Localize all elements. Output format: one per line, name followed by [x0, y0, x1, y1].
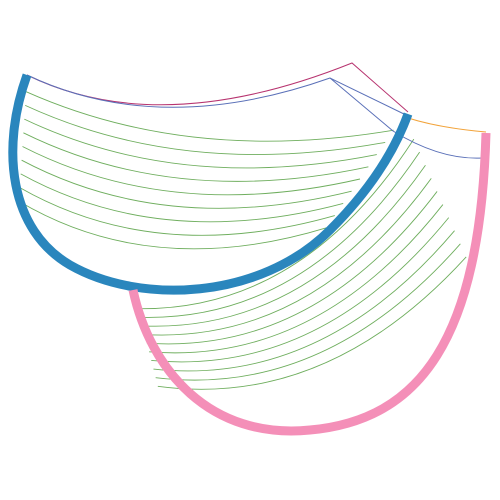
lower-fill-curve — [149, 204, 444, 354]
upper-fill-curve — [23, 132, 369, 182]
lower-fill-curve — [140, 151, 421, 318]
upper-fill-curve — [18, 200, 327, 250]
upper-fill-curve — [21, 159, 352, 209]
lower-fill-curve — [151, 217, 450, 363]
upper-fill-curve — [22, 146, 361, 196]
lower-fill-curve — [144, 178, 432, 336]
lower-band-top-edge-orange — [407, 117, 487, 133]
lower-fill-curve — [138, 138, 415, 310]
lower-band-top-edge-blue — [329, 77, 483, 159]
lower-band-thick-border — [128, 132, 491, 436]
upper-fill-curve — [20, 173, 344, 223]
upper-fill-curve — [25, 91, 394, 142]
lower-fill-curve — [157, 256, 467, 390]
upper-band-thick-border — [8, 73, 413, 295]
lower-fill-curve — [146, 191, 438, 345]
upper-fill-curve — [25, 104, 386, 155]
lower-fill-curve — [142, 165, 426, 327]
upper-fill-curve — [19, 187, 335, 236]
lower-band-fill-curves — [138, 138, 467, 390]
lower-fill-curve — [153, 230, 455, 372]
upper-band-fill-curves — [18, 91, 394, 250]
upper-fill-curve — [24, 118, 377, 169]
lower-fill-curve — [155, 243, 461, 381]
upper-band-inner-top-edge — [26, 74, 407, 116]
